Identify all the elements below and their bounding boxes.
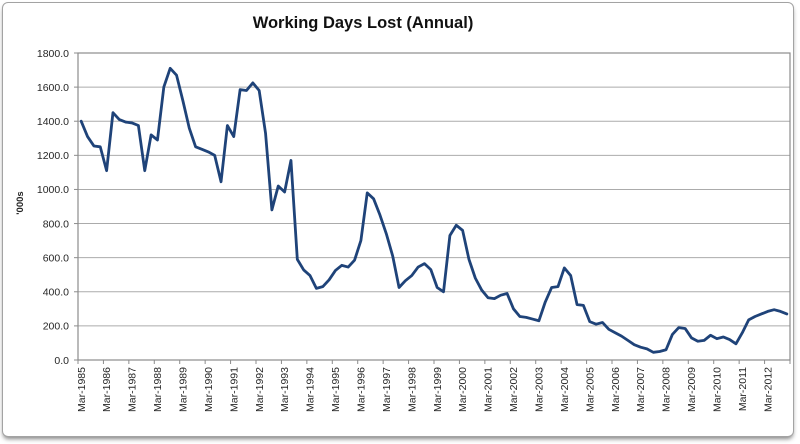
chart-title: Working Days Lost (Annual)	[253, 14, 474, 32]
svg-text:Mar-1991: Mar-1991	[228, 367, 240, 412]
svg-text:Mar-2006: Mar-2006	[610, 367, 622, 412]
svg-text:1800.0: 1800.0	[37, 48, 69, 60]
svg-text:Mar-2001: Mar-2001	[483, 367, 495, 412]
svg-text:Mar-1986: Mar-1986	[101, 367, 113, 412]
svg-text:Mar-1992: Mar-1992	[254, 367, 266, 412]
gridlines	[78, 86, 790, 327]
y-axis-title: '000s	[15, 191, 26, 214]
svg-text:600.0: 600.0	[43, 252, 69, 264]
svg-text:Mar-1993: Mar-1993	[279, 367, 291, 412]
svg-text:Mar-2010: Mar-2010	[711, 367, 723, 412]
svg-text:Mar-1994: Mar-1994	[305, 367, 317, 412]
svg-text:Mar-2005: Mar-2005	[584, 367, 596, 412]
svg-text:Mar-1996: Mar-1996	[355, 367, 367, 412]
svg-text:Mar-2012: Mar-2012	[762, 367, 774, 412]
svg-text:1600.0: 1600.0	[37, 82, 69, 94]
svg-text:Mar-1997: Mar-1997	[381, 367, 393, 412]
svg-text:Mar-2008: Mar-2008	[661, 367, 673, 412]
svg-text:Mar-1999: Mar-1999	[432, 367, 444, 412]
svg-text:Mar-2011: Mar-2011	[737, 367, 749, 411]
svg-text:Mar-2003: Mar-2003	[533, 367, 545, 412]
svg-text:400.0: 400.0	[43, 287, 69, 299]
svg-text:Mar-1988: Mar-1988	[152, 367, 164, 412]
svg-text:Mar-2000: Mar-2000	[457, 367, 469, 412]
chart-frame: 0.0 200.0 400.0 600.0 800.0 1000.0 1200.0 1400.…	[2, 2, 794, 437]
axes	[74, 52, 791, 364]
svg-text:1200.0: 1200.0	[37, 150, 69, 162]
svg-text:Mar-1995: Mar-1995	[330, 367, 342, 412]
y-axis-tick-labels: 0.0 200.0 400.0 600.0 800.0 1000.0 1200.0 1400.…	[37, 48, 69, 367]
line-series	[79, 66, 789, 354]
svg-text:800.0: 800.0	[43, 218, 69, 230]
svg-text:Mar-1989: Mar-1989	[177, 367, 189, 412]
svg-text:Mar-2007: Mar-2007	[635, 367, 647, 412]
svg-text:Mar-2004: Mar-2004	[559, 367, 571, 412]
svg-text:Mar-1987: Mar-1987	[127, 367, 139, 412]
svg-text:Mar-1990: Mar-1990	[203, 367, 215, 412]
svg-text:200.0: 200.0	[43, 321, 69, 333]
svg-text:1400.0: 1400.0	[37, 116, 69, 128]
x-axis-tick-labels: Mar-1985 Mar-1986 Mar-1987 Mar-1988 Mar-1989…	[76, 367, 775, 412]
svg-text:Mar-2009: Mar-2009	[686, 367, 698, 412]
svg-text:0.0: 0.0	[54, 355, 69, 367]
svg-text:Mar-1998: Mar-1998	[406, 367, 418, 412]
svg-text:Mar-1985: Mar-1985	[76, 367, 88, 412]
svg-text:1000.0: 1000.0	[37, 184, 69, 196]
svg-text:Mar-2002: Mar-2002	[508, 367, 520, 412]
